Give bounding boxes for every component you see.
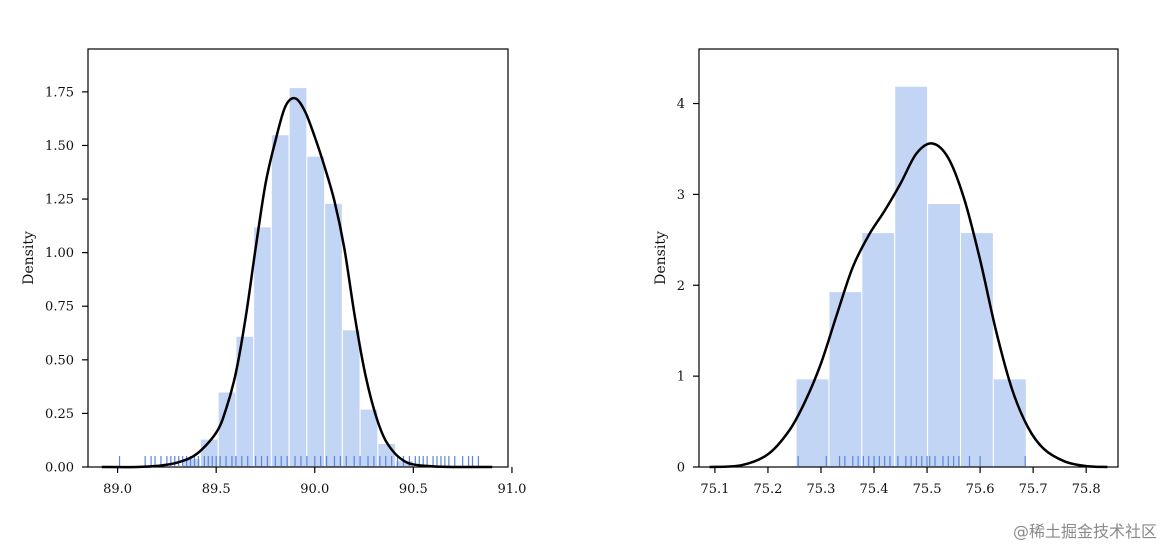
x-tick-label: 89.0 [103,482,132,497]
histogram-bar [927,202,961,468]
x-tick-label: 75.8 [1072,482,1101,497]
x-tick-label: 75.2 [753,482,782,497]
histogram-bar [341,329,361,468]
y-tick-label: 1.25 [45,193,74,208]
y-tick-label: 1.00 [45,246,74,261]
histogram-bar [306,155,326,468]
x-tick-label: 75.4 [860,482,889,497]
x-tick-label: 75.6 [966,482,995,497]
histogram-bar [377,442,397,468]
histogram-bar [795,378,830,468]
histogram-bar [894,85,929,468]
histogram-bar [992,378,1027,468]
y-tick-label: 0.50 [45,353,74,368]
axes-frame [698,48,1119,468]
histogram-bar [828,291,863,468]
histogram-bars [182,87,414,468]
y-tick-label: 0.75 [45,300,74,315]
x-tick-label: 75.7 [1019,482,1048,497]
histogram-bar [861,232,896,468]
x-tick-label: 89.5 [202,482,231,497]
x-tick-label: 75.3 [807,482,836,497]
histogram-bars [795,85,1027,468]
rug-marks [118,456,480,466]
y-axis-label: Density [653,231,669,285]
x-tick-label: 75.5 [913,482,942,497]
y-axis-label: Density [21,231,37,285]
y-ticks: 0 1 2 3 4 [677,97,699,476]
kde-curve [101,96,493,469]
subplot-right: 75.1 75.2 75.3 75.4 75.5 75.6 75.7 75.8 0 1 2 3 4 D… [653,48,1119,497]
axes-frame [87,48,509,468]
histogram-bar [253,226,272,468]
x-ticks: 89.0 89.5 90.0 90.5 91.0 [103,467,526,497]
x-tick-label: 90.0 [300,482,329,497]
rug-marks [797,456,1026,466]
subplot-left: 89.0 89.5 90.0 90.5 91.0 0.00 0.25 0.50 0.75 1.0… [21,48,526,497]
x-tick-label: 91.0 [497,482,526,497]
y-tick-label: 0 [677,461,685,476]
histogram-bar [359,408,379,468]
y-tick-label: 1 [677,370,685,385]
histogram-bar [959,232,994,468]
y-tick-label: 3 [677,188,685,203]
x-tick-label: 90.5 [399,482,428,497]
y-tick-label: 0.00 [45,461,74,476]
y-tick-label: 1.50 [45,139,74,154]
y-ticks: 0.00 0.25 0.50 0.75 1.00 1.25 1.50 1.75 [45,85,88,476]
y-tick-label: 2 [677,279,685,294]
kde-curve [709,142,1108,469]
y-tick-label: 0.25 [45,407,74,422]
x-tick-label: 75.1 [700,482,729,497]
y-tick-label: 1.75 [45,85,74,100]
x-ticks: 75.1 75.2 75.3 75.4 75.5 75.6 75.7 75.8 [700,467,1101,497]
watermark: @稀土掘金技术社区 [1012,522,1157,541]
y-tick-label: 4 [677,97,685,112]
histogram-bar [288,87,308,468]
histogram-bar [324,202,343,468]
histogram-bar [270,134,290,468]
